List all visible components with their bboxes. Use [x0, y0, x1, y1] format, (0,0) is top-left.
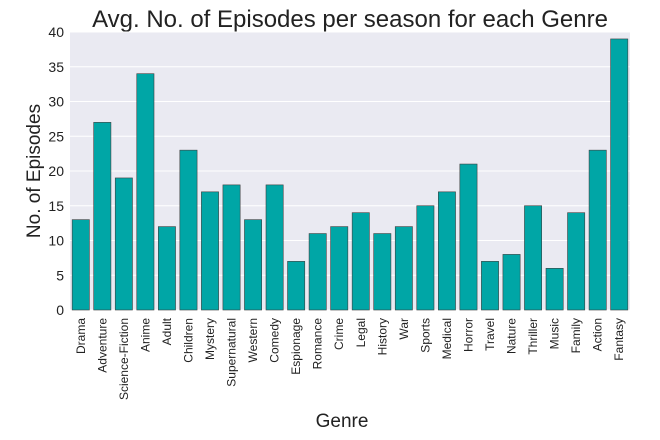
x-tick-label-war: War	[397, 318, 411, 340]
y-tick-label: 35	[48, 59, 64, 75]
y-axis-ticks: 0 5 10 15 20 25 30 35 40	[48, 24, 64, 318]
bar-family	[567, 212, 586, 311]
x-tick-label-music: Music	[548, 318, 562, 349]
y-tick-label: 0	[56, 302, 64, 318]
x-tick-label-adult: Adult	[160, 317, 174, 345]
x-tick-label-anime: Anime	[138, 318, 152, 352]
y-tick-label: 20	[48, 163, 64, 179]
x-tick-label-sports: Sports	[418, 318, 432, 353]
bar-western	[244, 219, 262, 311]
bars	[71, 38, 629, 311]
x-tick-label-adventure: Adventure	[95, 318, 109, 373]
y-tick-label: 15	[48, 198, 64, 214]
bar-crime	[330, 226, 349, 311]
x-axis-label: Genre	[316, 411, 369, 432]
y-tick-label: 40	[48, 24, 64, 40]
bar-supernatural	[222, 184, 241, 311]
bar-medical	[438, 191, 456, 311]
bar-science-fiction	[114, 177, 133, 311]
bar-horror	[459, 163, 478, 311]
y-axis-label: No. of Episodes	[24, 104, 45, 238]
x-tick-label-nature: Nature	[505, 318, 519, 354]
x-tick-label-children: Children	[181, 318, 195, 363]
y-tick-label: 30	[48, 94, 64, 110]
x-tick-label-romance: Romance	[311, 318, 325, 370]
x-tick-label-science-fiction: Science-Fiction	[117, 318, 131, 400]
x-axis-ticks: Drama Adventure Science-Fiction Anime Adult C…	[74, 317, 626, 400]
bar-music	[545, 267, 564, 311]
x-tick-label-horror: Horror	[461, 318, 475, 352]
bar-war	[394, 226, 413, 311]
x-tick-label-supernatural: Supernatural	[225, 318, 239, 387]
bar-legal	[351, 212, 370, 311]
y-tick-label: 5	[56, 267, 64, 283]
y-tick-label: 25	[48, 128, 64, 144]
bar-thriller	[524, 205, 542, 311]
bar-mystery	[201, 191, 219, 311]
bar-drama	[71, 219, 90, 311]
bar-travel	[481, 261, 499, 311]
x-tick-label-family: Family	[569, 318, 583, 353]
bar-fantasy	[610, 38, 629, 311]
bar-nature	[502, 254, 521, 311]
bar-sports	[416, 205, 435, 311]
bar-comedy	[265, 184, 284, 311]
x-tick-label-travel: Travel	[483, 318, 497, 351]
x-tick-label-espionage: Espionage	[289, 318, 303, 375]
x-tick-label-action: Action	[591, 318, 605, 351]
x-tick-label-drama: Drama	[74, 318, 88, 354]
bar-romance	[308, 233, 327, 311]
bar-espionage	[287, 261, 306, 311]
y-tick-label: 10	[48, 233, 64, 249]
x-tick-label-medical: Medical	[440, 318, 454, 359]
x-tick-label-western: Western	[246, 318, 260, 362]
x-tick-label-fantasy: Fantasy	[612, 318, 626, 361]
bar-adult	[158, 226, 176, 311]
x-tick-label-legal: Legal	[354, 318, 368, 347]
bar-anime	[136, 73, 155, 311]
bar-action	[588, 149, 607, 311]
x-tick-label-mystery: Mystery	[203, 318, 217, 360]
chart-title: Avg. No. of Episodes per season for each…	[92, 6, 608, 33]
x-tick-label-comedy: Comedy	[268, 318, 282, 363]
x-tick-label-crime: Crime	[332, 318, 346, 350]
bar-children	[179, 149, 198, 311]
bar-history	[373, 233, 392, 311]
x-tick-label-thriller: Thriller	[526, 318, 540, 355]
x-tick-label-history: History	[375, 318, 389, 355]
bar-adventure	[93, 122, 112, 311]
